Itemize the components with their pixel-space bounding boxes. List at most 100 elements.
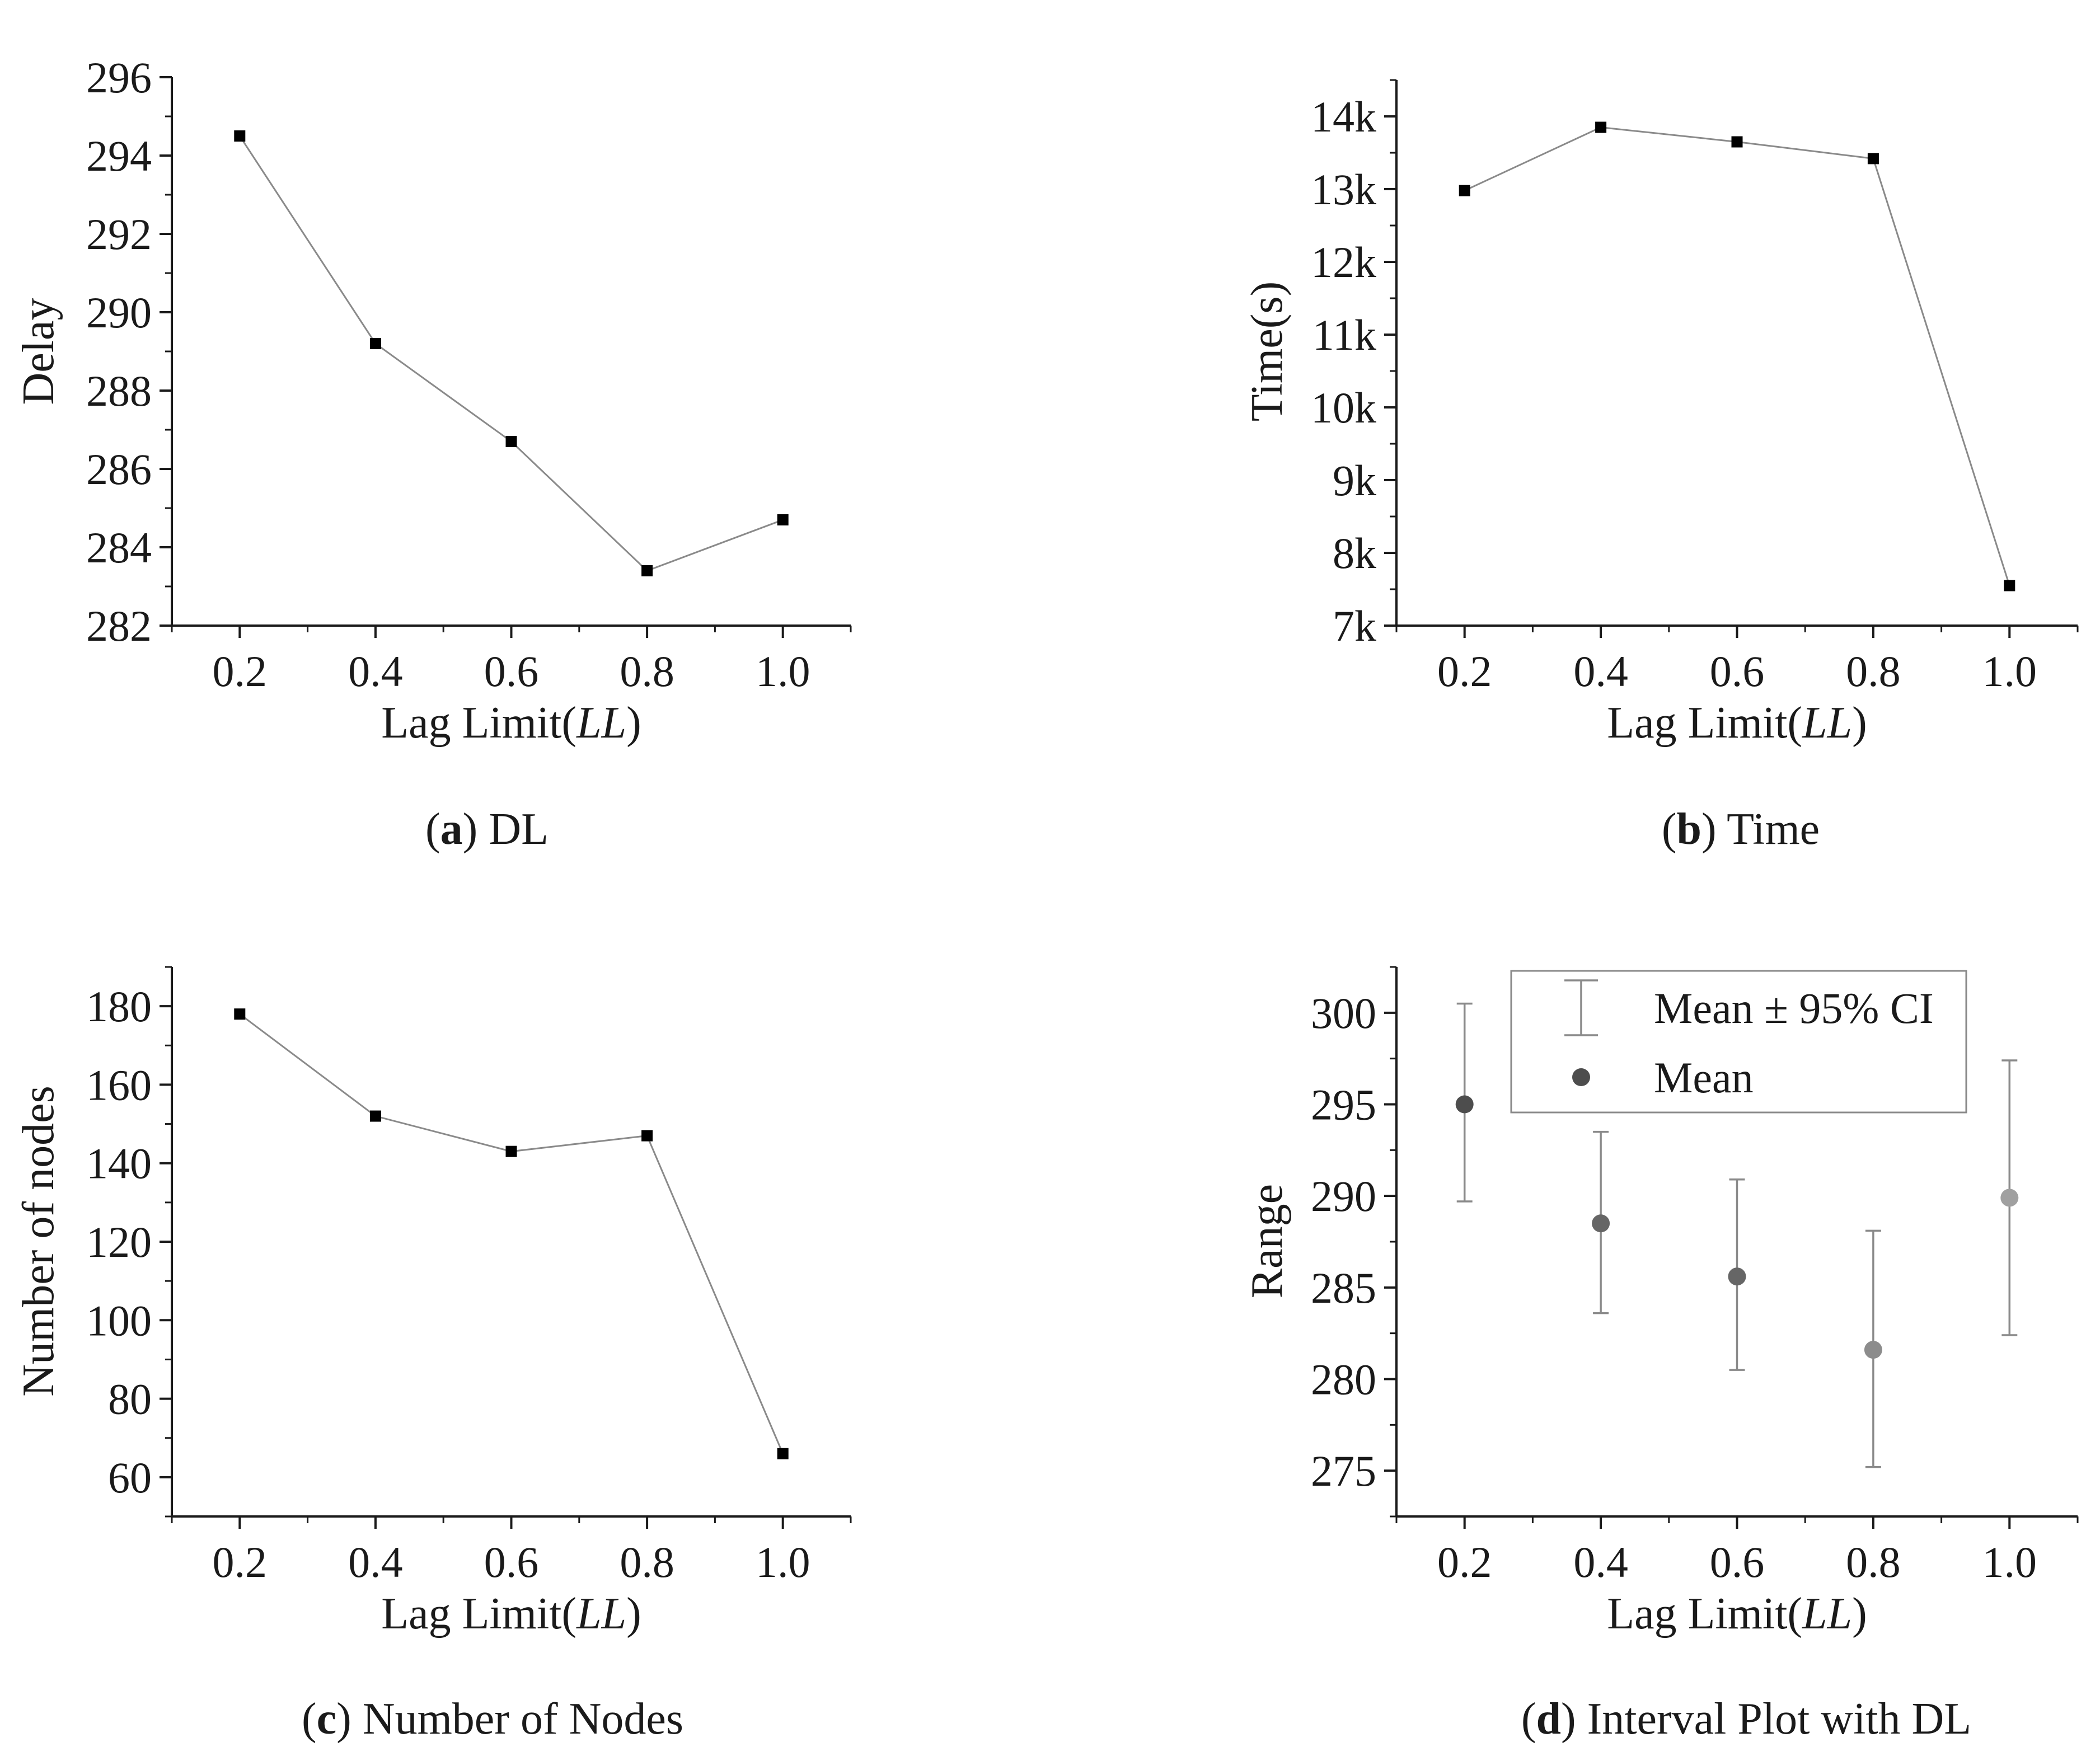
mean-point	[1455, 1095, 1474, 1114]
y-tick-label: 290	[86, 288, 152, 337]
x-tick-label: 0.6	[484, 1538, 539, 1586]
caption-b: (b) Time	[1662, 805, 1820, 854]
legend-box	[1510, 970, 1967, 1114]
y-tick-label: 285	[1311, 1264, 1376, 1312]
x-axis-title: Lag Limit(LL)	[381, 698, 641, 748]
x-axis-title-prefix: Lag Limit(	[1607, 1589, 1802, 1638]
data-point	[2004, 580, 2015, 591]
x-axis-title-suffix: )	[626, 1589, 641, 1638]
y-tick-label: 180	[86, 982, 152, 1031]
legend-label-mean: Mean	[1654, 1053, 1754, 1102]
data-point	[641, 565, 653, 576]
x-tick-label: 0.4	[348, 1538, 403, 1586]
mean-point	[1728, 1267, 1746, 1286]
x-axis-title: Lag Limit(LL)	[1607, 1589, 1867, 1638]
y-tick-label: 120	[86, 1218, 152, 1266]
x-tick-label: 1.0	[1982, 647, 2037, 696]
y-tick-label: 160	[86, 1060, 152, 1109]
x-axis-title-italic: LL	[1802, 1589, 1852, 1638]
caption-b-text: Time	[1727, 805, 1820, 854]
series-line	[1464, 126, 2010, 586]
x-tick-label: 0.2	[1437, 647, 1492, 696]
x-axis-title-italic: LL	[576, 698, 626, 748]
panel-a-delay-chart: 0.2 0.4 0.6 0.8 1.0 282 284 286 288 290 292 294 296 L…	[14, 53, 852, 748]
x-axis-title-italic: LL	[1802, 698, 1852, 748]
x-tick-label: 1.0	[1982, 1538, 2037, 1586]
data-point	[234, 130, 246, 142]
y-tick-label: 13k	[1311, 165, 1376, 214]
caption-c: (c) Number of Nodes	[302, 1694, 683, 1744]
y-tick-label: 12k	[1311, 238, 1376, 287]
x-tick-label: 0.6	[1710, 1538, 1765, 1586]
x-tick-label: 1.0	[756, 647, 810, 696]
x-axis-title-suffix: )	[1852, 1589, 1867, 1638]
x-tick-label: 0.2	[213, 647, 268, 696]
y-tick-label: 60	[108, 1453, 152, 1502]
x-tick-label: 0.2	[1437, 1538, 1492, 1586]
x-axis-title-italic: LL	[576, 1589, 626, 1638]
caption-c-text: Number of Nodes	[363, 1694, 683, 1744]
x-tick-label: 0.8	[1846, 647, 1901, 696]
x-tick-label: 0.4	[348, 647, 403, 696]
caption-a-label: a	[440, 805, 463, 854]
data-point	[1459, 185, 1470, 196]
legend-dot-icon	[1572, 1068, 1590, 1086]
y-tick-label: 282	[86, 602, 152, 650]
y-tick-label: 295	[1311, 1081, 1376, 1129]
data-point	[1867, 153, 1879, 165]
x-tick-label: 0.8	[620, 1538, 674, 1586]
data-point	[505, 1145, 517, 1157]
data-point	[505, 436, 517, 447]
data-point	[234, 1008, 246, 1020]
caption-d: (d) Interval Plot with DL	[1521, 1694, 1971, 1744]
y-axis-title: Number of nodes	[14, 1086, 63, 1396]
data-point	[777, 1448, 789, 1459]
y-tick-label: 286	[86, 445, 152, 494]
x-tick-label: 0.6	[1710, 647, 1765, 696]
data-point	[1731, 136, 1743, 148]
x-axis-title: Lag Limit(LL)	[1607, 698, 1867, 748]
x-tick-label: 0.6	[484, 647, 539, 696]
caption-c-label: c	[317, 1694, 337, 1744]
y-tick-label: 8k	[1333, 529, 1376, 577]
y-tick-label: 275	[1311, 1447, 1376, 1495]
x-tick-label: 1.0	[756, 1538, 810, 1586]
mean-point	[2000, 1189, 2019, 1207]
y-axis-title: Delay	[14, 298, 63, 405]
x-tick-label: 0.4	[1573, 647, 1628, 696]
y-tick-label: 288	[86, 367, 152, 415]
y-tick-label: 10k	[1311, 383, 1376, 432]
x-axis-title-prefix: Lag Limit(	[381, 698, 576, 748]
x-tick-label: 0.8	[1846, 1538, 1901, 1586]
y-tick-label: 80	[108, 1375, 152, 1424]
panel-d-interval-chart: 0.2 0.4 0.6 0.8 1.0 275 280 285 290 295 300 Lag Lim…	[1243, 966, 2079, 1638]
y-tick-label: 292	[86, 210, 152, 259]
panel-c-nodes-chart: 0.2 0.4 0.6 0.8 1.0 60 80 100 120 140 160 180 Lag Li…	[14, 966, 852, 1638]
mean-point	[1864, 1341, 1882, 1359]
y-tick-label: 14k	[1311, 92, 1376, 141]
caption-a: (a) DL	[425, 805, 549, 854]
data-point	[777, 514, 789, 525]
caption-d-label: d	[1536, 1694, 1561, 1744]
x-axis-title: Lag Limit(LL)	[381, 1589, 641, 1638]
y-axis-title: Time(s)	[1243, 281, 1292, 421]
mean-point	[1592, 1214, 1610, 1233]
caption-d-text: Interval Plot with DL	[1587, 1694, 1972, 1744]
y-axis-title: Range	[1243, 1184, 1292, 1298]
data-point	[369, 1110, 381, 1122]
x-tick-label: 0.4	[1573, 1538, 1628, 1586]
x-axis-title-prefix: Lag Limit(	[1607, 698, 1802, 748]
x-axis-title-suffix: )	[1852, 698, 1867, 748]
data-point	[369, 338, 381, 349]
y-tick-label: 284	[86, 523, 152, 572]
x-axis-title-prefix: Lag Limit(	[381, 1589, 576, 1638]
series-line	[239, 1013, 784, 1454]
y-tick-label: 9k	[1333, 456, 1376, 505]
y-tick-label: 296	[86, 53, 152, 102]
caption-a-text: DL	[489, 805, 549, 854]
y-tick-label: 290	[1311, 1172, 1376, 1220]
x-axis-title-suffix: )	[626, 698, 641, 748]
y-tick-label: 280	[1311, 1355, 1376, 1404]
x-tick-label: 0.8	[620, 647, 674, 696]
